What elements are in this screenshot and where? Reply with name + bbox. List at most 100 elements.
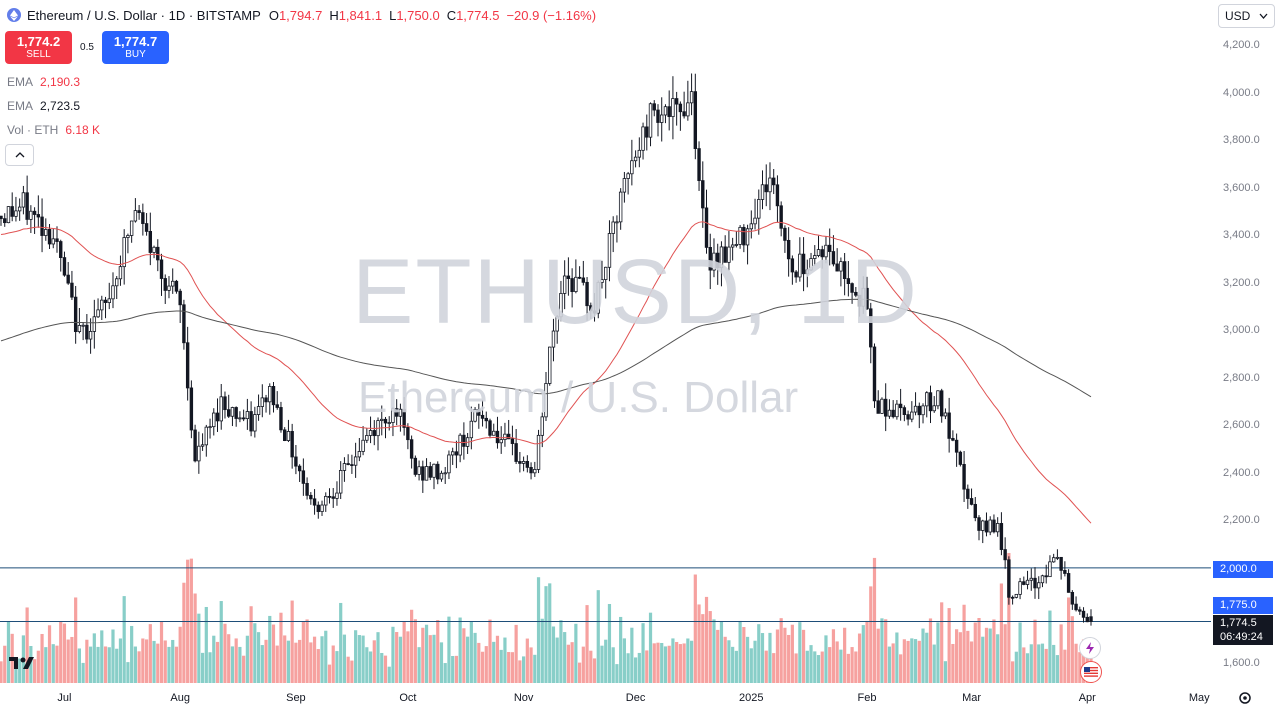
candle <box>338 461 343 500</box>
indicator-ema-slow[interactable]: EMA 2,723.5 <box>7 99 80 113</box>
candle <box>193 424 197 463</box>
ema-slow-line[interactable] <box>0 298 1092 398</box>
candle <box>51 229 55 249</box>
volume-bar <box>25 607 29 683</box>
volume-bar <box>682 643 686 683</box>
candle <box>775 175 780 223</box>
indicator-volume[interactable]: Vol · ETH 6.18 K <box>7 123 100 137</box>
ema-fast-line[interactable] <box>0 221 1092 524</box>
settings-gear-icon[interactable] <box>1238 691 1252 705</box>
volume-bar <box>137 651 141 683</box>
volume-bar <box>790 624 794 683</box>
candle <box>182 299 186 350</box>
volume-bar <box>230 646 235 683</box>
volume-bar <box>969 641 974 683</box>
candle <box>742 224 746 253</box>
lightning-event-icon[interactable] <box>1079 637 1101 659</box>
candle <box>238 411 242 423</box>
candle <box>600 260 604 289</box>
candle <box>913 392 918 416</box>
volume-bar <box>813 651 817 683</box>
candle <box>992 514 996 534</box>
volume-bar <box>62 623 67 683</box>
volume-bar <box>607 604 612 683</box>
candle <box>678 101 683 131</box>
volume-bar <box>163 640 167 683</box>
candle <box>898 388 903 421</box>
buy-button[interactable]: 1,774.7 BUY <box>102 31 169 64</box>
sell-button[interactable]: 1,774.2 SELL <box>5 31 72 64</box>
candle <box>764 164 768 207</box>
volume-bar <box>477 642 481 683</box>
indicator-ema-fast[interactable]: EMA 2,190.3 <box>7 75 80 89</box>
volume-bar <box>686 638 690 683</box>
volume-bar <box>619 616 623 683</box>
volume-bar <box>305 619 309 683</box>
candle <box>518 451 522 473</box>
volume-bar <box>984 627 989 683</box>
volume-bar <box>92 633 96 683</box>
candle <box>271 381 276 413</box>
volume-bar <box>641 623 645 683</box>
volume-bar <box>854 651 858 683</box>
volume-bar <box>342 634 347 683</box>
indicator-value: 6.18 K <box>65 123 101 137</box>
candle <box>436 461 440 485</box>
candle <box>1078 606 1082 615</box>
x-tick-label: 2025 <box>739 692 764 704</box>
volume-bar <box>96 646 100 683</box>
candle <box>178 288 182 323</box>
candle <box>969 488 974 506</box>
candle <box>1048 555 1052 578</box>
candle <box>656 104 660 137</box>
volume-bar <box>996 634 1000 683</box>
candle <box>480 399 485 427</box>
candle <box>92 299 97 349</box>
candle <box>372 420 376 446</box>
candle <box>488 418 492 439</box>
volume-bar <box>1052 644 1056 683</box>
volume-bar <box>574 623 578 683</box>
x-tick-label: Feb <box>857 692 877 704</box>
candle <box>682 91 686 119</box>
volume-bar <box>738 620 742 683</box>
ohlc-key: L <box>389 7 397 23</box>
candle <box>88 318 93 354</box>
candle <box>667 90 671 131</box>
volume-bar <box>88 646 93 683</box>
candle <box>368 416 373 444</box>
candle <box>611 216 615 253</box>
candle <box>342 457 347 482</box>
volume-bar <box>592 658 597 683</box>
candle <box>630 139 634 186</box>
currency-select[interactable]: USD <box>1218 4 1275 28</box>
volume-bar <box>503 637 507 683</box>
bid-price: 1,775.0 <box>1220 599 1257 611</box>
volume-bar <box>678 644 682 683</box>
candle <box>402 396 406 436</box>
volume-bar <box>917 640 921 683</box>
candle <box>234 406 238 427</box>
bar-countdown: 06:49:24 <box>1220 631 1263 643</box>
volume-bar <box>316 649 320 683</box>
indicator-name: EMA <box>7 99 34 113</box>
candle <box>268 383 272 415</box>
x-tick-label: Sep <box>286 692 306 704</box>
candle <box>865 276 869 310</box>
candle <box>167 276 171 299</box>
collapse-legend-button[interactable] <box>5 144 34 166</box>
candle <box>506 419 511 440</box>
volume-bar <box>973 622 977 683</box>
indicator-name: EMA <box>7 75 34 89</box>
candle <box>454 440 459 469</box>
candle <box>409 435 414 469</box>
candle <box>421 460 425 493</box>
volume-bar <box>563 632 567 683</box>
volume-bar <box>111 629 115 683</box>
volume-bar <box>566 644 570 683</box>
volume-bar <box>118 638 123 683</box>
volume-bar <box>3 645 7 683</box>
symbol-title[interactable]: Ethereum / U.S. Dollar · 1D · BITSTAMP <box>27 7 261 23</box>
us-flag-event-icon[interactable] <box>1080 661 1102 683</box>
